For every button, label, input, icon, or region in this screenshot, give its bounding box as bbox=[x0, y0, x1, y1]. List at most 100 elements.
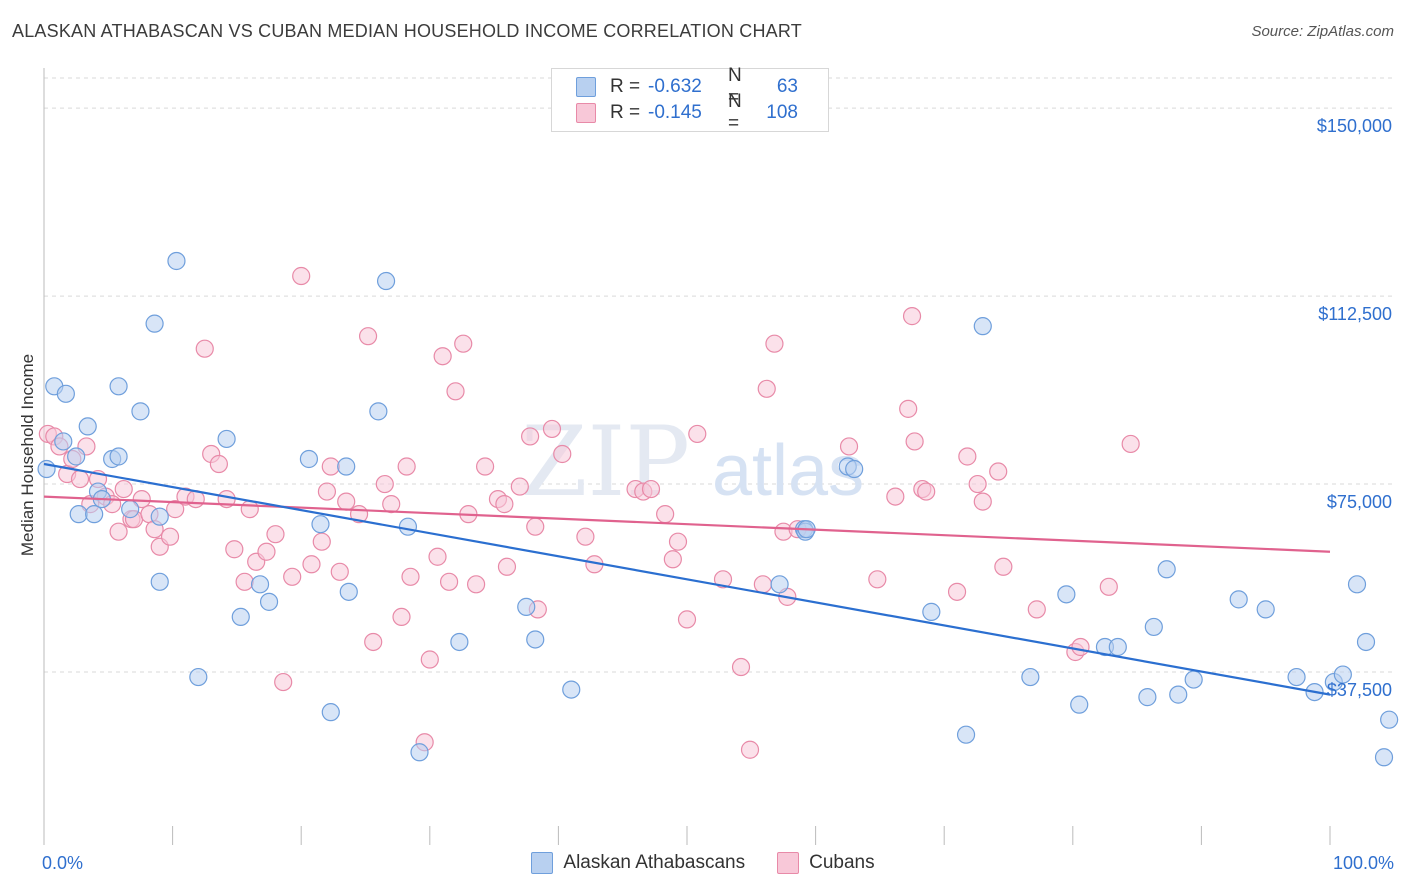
cubans-point bbox=[114, 479, 133, 499]
cubans-point bbox=[839, 437, 859, 456]
cubans-point bbox=[209, 454, 228, 474]
cubans-point bbox=[677, 610, 697, 629]
n-value: 63 bbox=[776, 76, 798, 97]
athabascan-point bbox=[1070, 695, 1089, 714]
athabascan-point bbox=[217, 429, 236, 449]
x-tick-min: 0.0% bbox=[42, 853, 84, 873]
cubans-point bbox=[656, 505, 675, 524]
athabascan-point bbox=[299, 449, 319, 469]
cubans-point bbox=[994, 557, 1013, 576]
cubans-point bbox=[428, 547, 447, 566]
r-value: -0.145 bbox=[648, 102, 702, 123]
cubans-point bbox=[902, 307, 922, 326]
cubans-point bbox=[641, 479, 661, 499]
athabascan-point bbox=[1287, 667, 1306, 687]
r-value: -0.632 bbox=[648, 76, 702, 97]
n-value: 108 bbox=[766, 102, 798, 123]
athabascan-point bbox=[1108, 637, 1127, 657]
cubans-point bbox=[454, 334, 473, 353]
cubans-point bbox=[868, 570, 887, 589]
cubans-point bbox=[1099, 577, 1118, 596]
series-legend: Alaskan Athabascans Cubans bbox=[0, 852, 1406, 874]
n-label: N = bbox=[728, 65, 742, 108]
athabascan-point bbox=[1374, 748, 1394, 767]
athabascan-point bbox=[145, 314, 164, 333]
athabascan-point bbox=[922, 602, 941, 621]
athabascan-point bbox=[369, 402, 388, 421]
legend-item-cubans[interactable]: Cubans bbox=[777, 852, 875, 874]
legend-item-athabascans[interactable]: Alaskan Athabascans bbox=[531, 852, 745, 874]
cubans-point bbox=[257, 542, 276, 561]
r-label: R = bbox=[610, 102, 641, 123]
legend-label: Cubans bbox=[809, 852, 875, 873]
cubans-point bbox=[132, 489, 151, 509]
athabascan-point bbox=[337, 457, 356, 476]
cubans-point bbox=[375, 474, 394, 494]
cubans-point bbox=[266, 525, 285, 544]
athabascan-point bbox=[167, 251, 186, 271]
cubans-point bbox=[274, 672, 293, 692]
athabascan-point bbox=[1184, 670, 1203, 689]
cubans-point bbox=[1071, 637, 1090, 657]
cubans-point bbox=[968, 474, 987, 494]
cubans-point bbox=[731, 657, 751, 677]
cubans-point bbox=[753, 575, 772, 594]
athabascan-point bbox=[1256, 600, 1275, 619]
athabascan-point bbox=[770, 575, 789, 594]
stats-row-cubans: R = -0.145 N = 108 bbox=[576, 91, 798, 134]
cubans-point bbox=[330, 562, 349, 581]
cubans-point bbox=[668, 532, 688, 551]
y-tick-label: $112,500 bbox=[1318, 304, 1392, 324]
athabascan-point bbox=[109, 377, 128, 396]
cubans-point bbox=[358, 327, 378, 346]
athabascan-point bbox=[517, 597, 536, 616]
cubans-point bbox=[521, 427, 540, 446]
trend-lines bbox=[43, 462, 1331, 696]
athabascan-point bbox=[121, 500, 140, 519]
x-tick-max: 100.0% bbox=[1332, 853, 1394, 873]
cubans-legend-swatch bbox=[777, 852, 800, 874]
athabascan-point bbox=[1169, 685, 1188, 704]
cubans-point bbox=[973, 492, 992, 511]
cubans-point bbox=[1121, 434, 1140, 454]
cubans-point bbox=[337, 492, 356, 511]
cubans-point bbox=[109, 522, 128, 541]
cubans-point bbox=[420, 650, 439, 669]
athabascan-trend-line bbox=[43, 462, 1331, 696]
cubans-point bbox=[160, 527, 180, 546]
cubans-point bbox=[317, 482, 337, 501]
cubans-point bbox=[713, 570, 733, 589]
athabascan-point bbox=[1380, 710, 1399, 729]
athabascan-point bbox=[410, 743, 429, 762]
cubans-point bbox=[283, 567, 302, 586]
cubans-point bbox=[240, 500, 259, 519]
athabascan-points bbox=[37, 251, 1399, 767]
cubans-point bbox=[466, 575, 486, 594]
cubans-point bbox=[439, 572, 459, 591]
cubans-point bbox=[947, 582, 967, 601]
cubans-point bbox=[905, 432, 924, 451]
athabascan-point bbox=[150, 572, 169, 591]
cubans-point bbox=[446, 382, 465, 401]
athabascan-point bbox=[231, 607, 250, 627]
cubans-point bbox=[475, 457, 495, 476]
cubans-point bbox=[553, 444, 572, 464]
cubans-trend-line bbox=[43, 495, 1331, 553]
athabascan-point bbox=[250, 575, 270, 594]
cubans-point bbox=[497, 557, 517, 576]
athabascan-point bbox=[845, 459, 864, 479]
athabascan-point bbox=[526, 630, 545, 649]
athabascan-point bbox=[85, 505, 104, 524]
chart-title: ALASKAN ATHABASCAN VS CUBAN MEDIAN HOUSE… bbox=[12, 21, 802, 41]
watermark-atlas: atlas bbox=[712, 431, 864, 511]
cubans-point bbox=[576, 527, 595, 546]
cubans-point bbox=[663, 550, 682, 569]
athabascan-point bbox=[339, 582, 358, 601]
athabascan-point bbox=[311, 515, 330, 534]
cubans-swatch bbox=[576, 103, 596, 123]
cubans-point bbox=[166, 500, 185, 519]
athabascan-point bbox=[398, 517, 418, 536]
athabascan-point bbox=[67, 447, 86, 466]
athabascan-point bbox=[1347, 575, 1367, 594]
